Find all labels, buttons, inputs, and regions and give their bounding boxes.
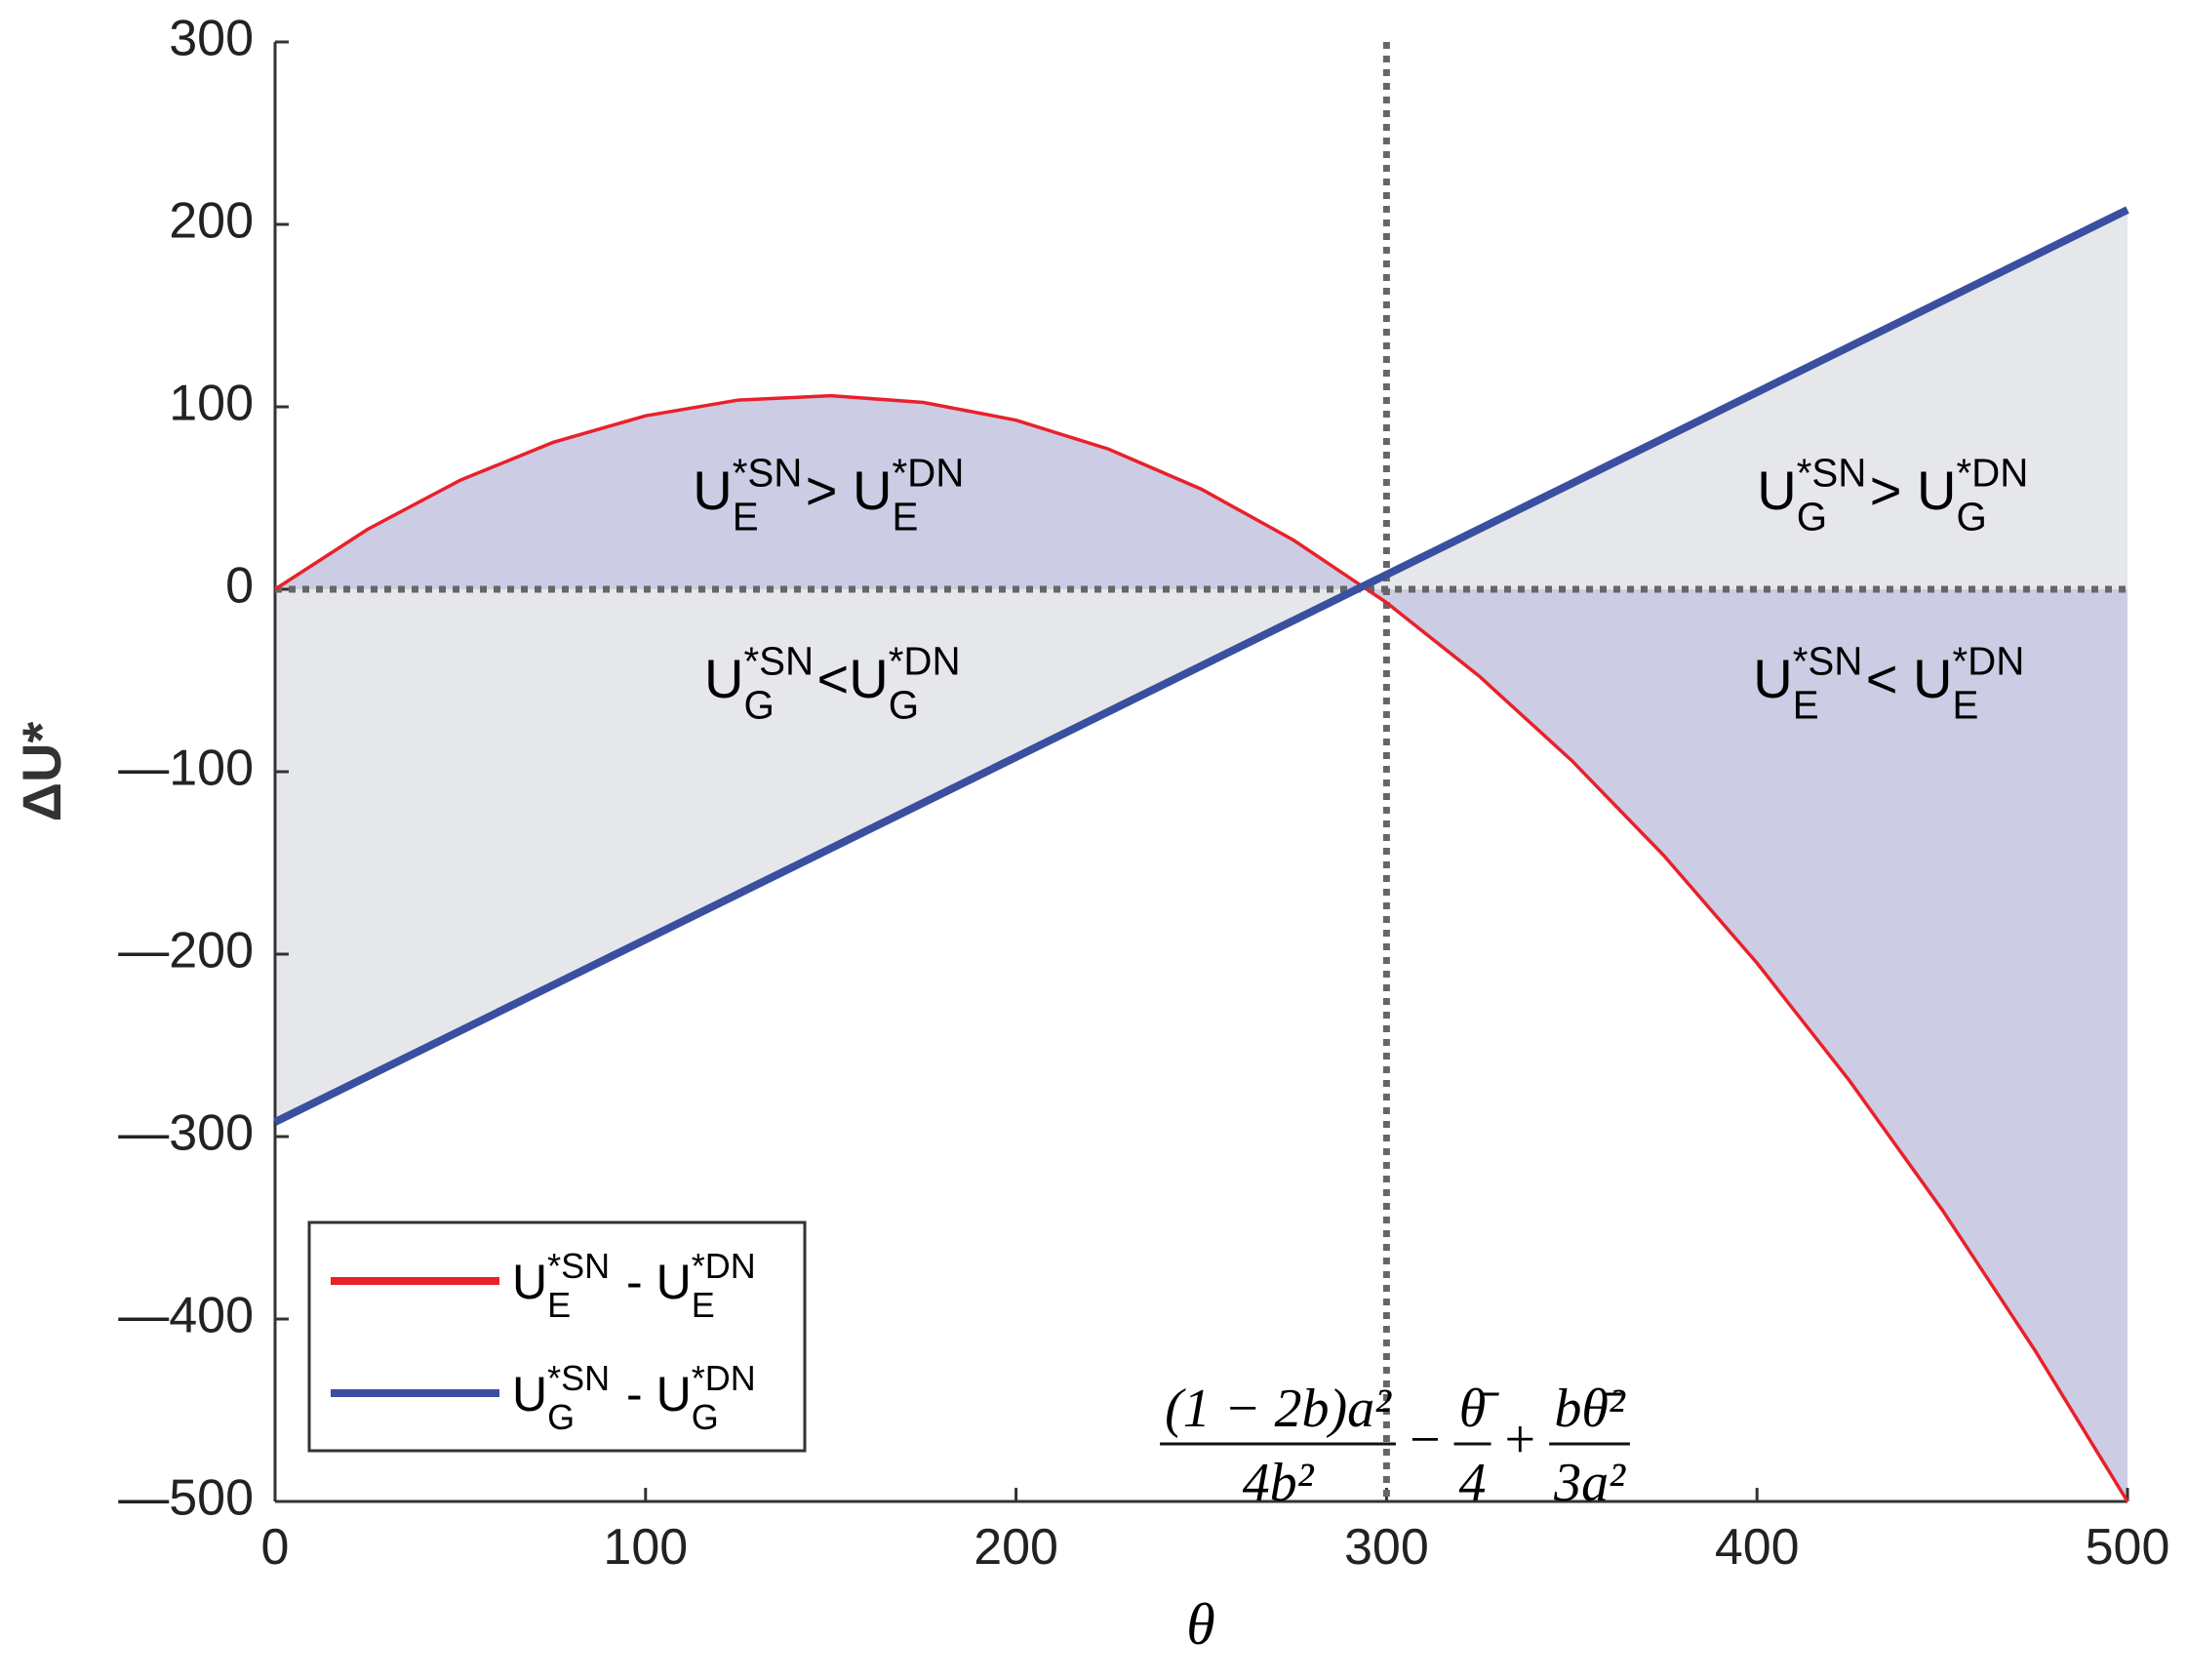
region-label: U *SNG <U *DNG	[704, 638, 961, 727]
subscript: G	[1797, 494, 1827, 539]
superscript: *DN	[692, 1246, 756, 1286]
formula-den: 4b²	[1243, 1453, 1315, 1513]
formula-num: (1 − 2b)a²	[1165, 1379, 1392, 1439]
superscript: *SN	[547, 1358, 610, 1398]
region-label: U *SNE < U *DNE	[1753, 638, 2024, 727]
region-label: U *SNE > U *DNE	[693, 450, 964, 539]
text-part: <U	[817, 648, 889, 709]
x-tick-label: 300	[1344, 1519, 1429, 1576]
subscript: G	[1956, 494, 1986, 539]
y-tick-label: —300	[118, 1105, 254, 1162]
x-tick-label: 100	[603, 1519, 688, 1576]
subscript: E	[733, 494, 759, 539]
text-part: U	[1753, 648, 1792, 709]
legend-label: U *SNG - U *DNG	[512, 1358, 756, 1437]
y-tick-label: 0	[225, 558, 254, 615]
legend-box	[307, 1220, 807, 1453]
region-label: U *SNG > U *DNG	[1757, 450, 2028, 539]
superscript: *DN	[1956, 450, 2028, 495]
text-part: U	[693, 460, 732, 521]
area-fill	[275, 395, 2127, 1501]
text-part: < U	[1866, 648, 1953, 709]
formula-num: θ̄	[1459, 1379, 1500, 1439]
subscript: G	[547, 1397, 575, 1437]
subscript: E	[1793, 682, 1819, 727]
superscript: *SN	[1797, 450, 1867, 495]
x-tick-label: 200	[974, 1519, 1058, 1576]
subscript: E	[892, 494, 918, 539]
series-line	[274, 393, 2129, 1502]
y-tick-label: —400	[118, 1288, 254, 1344]
x-axis-label: θ	[1186, 1592, 1214, 1657]
text-part: - U	[613, 1255, 692, 1309]
superscript: *DN	[1952, 638, 2024, 683]
superscript: *SN	[743, 638, 814, 683]
y-tick-label: —200	[118, 923, 254, 980]
formula-den: 4	[1459, 1453, 1487, 1513]
superscript: *SN	[547, 1246, 610, 1286]
y-axis-label: ΔU*	[11, 722, 72, 822]
text-part: - U	[613, 1367, 692, 1421]
formula-num: bθ̄²	[1554, 1379, 1626, 1439]
subscript: E	[547, 1285, 571, 1325]
subscript: E	[1952, 682, 1978, 727]
text-part: > U	[1870, 460, 1957, 521]
y-tick-label: —100	[118, 740, 254, 797]
legend-label: U *SNE - U *DNE	[512, 1246, 756, 1325]
subscript: G	[743, 682, 774, 727]
superscript: *DN	[889, 638, 961, 683]
formula-op: −	[1410, 1410, 1441, 1470]
subscript: G	[692, 1397, 719, 1437]
y-tick-label: 300	[169, 11, 254, 67]
text-part: U	[1757, 460, 1796, 521]
x-tick-label: 500	[2086, 1519, 2170, 1576]
y-tick-label: 100	[169, 376, 254, 432]
superscript: *SN	[1793, 638, 1863, 683]
superscript: *DN	[692, 1358, 756, 1398]
text-part: U	[512, 1255, 547, 1309]
subscript: E	[692, 1285, 715, 1325]
series-line	[273, 206, 2129, 1126]
x-tick-label: 400	[1715, 1519, 1800, 1576]
superscript: *SN	[733, 450, 803, 495]
formula: (1 − 2b)a² 4b² −θ̄ 4 + bθ̄² 3a²	[1160, 1379, 1630, 1513]
superscript: *DN	[892, 450, 964, 495]
y-tick-label: —500	[118, 1470, 254, 1527]
text-part: U	[512, 1367, 547, 1421]
x-tick-label: 0	[261, 1519, 290, 1576]
formula-den: 3a²	[1553, 1453, 1626, 1513]
y-tick-label: 200	[169, 193, 254, 250]
text-part: U	[704, 648, 743, 709]
text-part: > U	[806, 460, 893, 521]
subscript: G	[889, 682, 919, 727]
formula-op: +	[1505, 1410, 1536, 1470]
